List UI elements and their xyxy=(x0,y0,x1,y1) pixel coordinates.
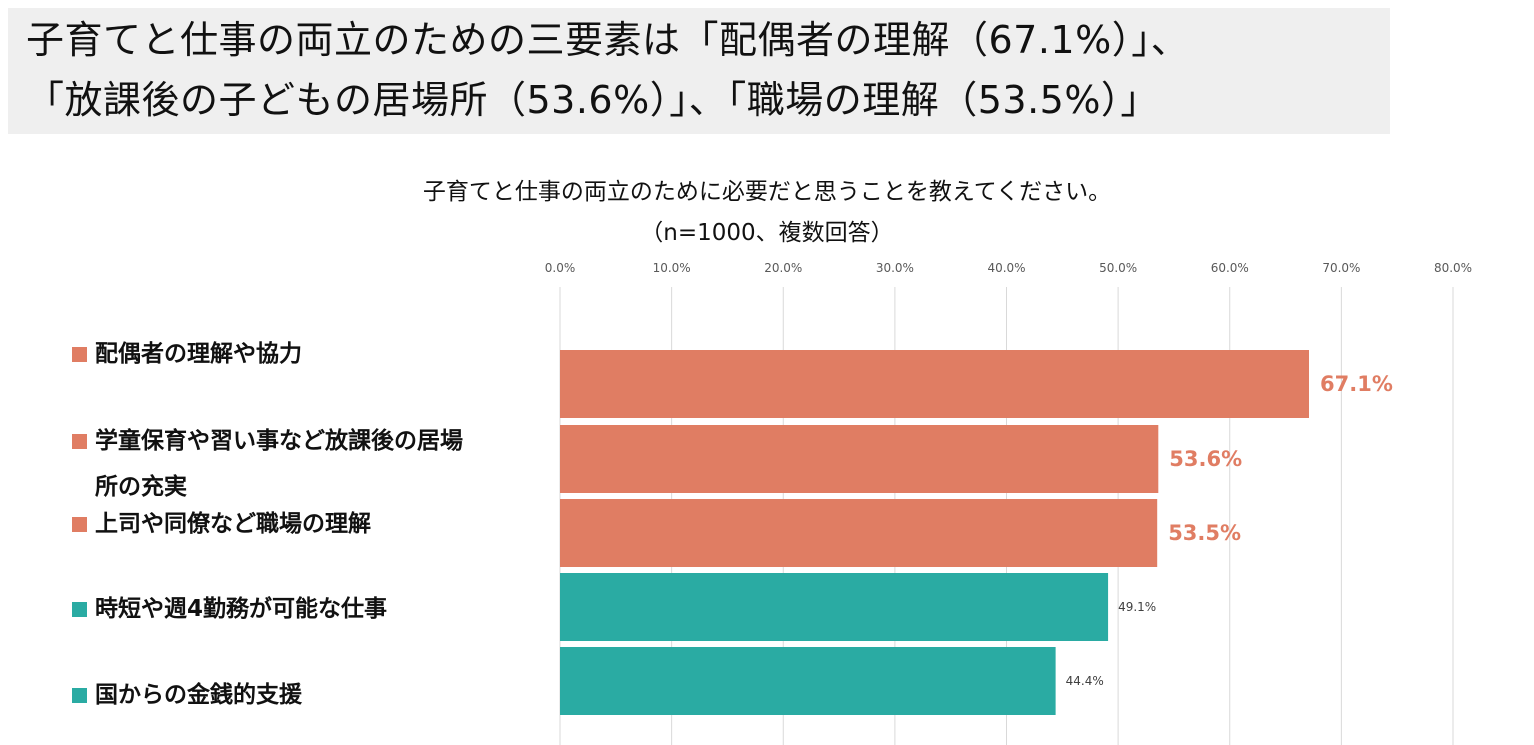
x-tick-label: 0.0% xyxy=(545,261,576,275)
bar xyxy=(560,499,1158,567)
x-tick-label: 50.0% xyxy=(1099,261,1137,275)
x-tick-label: 20.0% xyxy=(764,261,802,275)
category-label-text: 配偶者の理解や協力 xyxy=(95,341,302,367)
data-label: 44.4% xyxy=(1066,674,1104,688)
headline-banner: 子育てと仕事の両立のための三要素は「配偶者の理解（67.1%）」、 「放課後の子… xyxy=(8,8,1390,134)
category-label-text: 上司や同僚など職場の理解 xyxy=(95,511,371,537)
x-tick-label: 30.0% xyxy=(876,261,914,275)
category-label: 学童保育や習い事など放課後の居場所の充実 xyxy=(72,418,485,510)
headline-line-2: 「放課後の子どもの居場所（53.6%）」、「職場の理解（53.5%）」 xyxy=(26,78,1159,122)
legend-marker xyxy=(72,602,87,617)
legend-marker xyxy=(72,347,87,362)
x-tick-label: 40.0% xyxy=(987,261,1025,275)
category-label-text: 学童保育や習い事など放課後の居場所の充実 xyxy=(95,428,463,500)
legend-marker xyxy=(72,517,87,532)
category-label: 時短や週4勤務が可能な仕事 xyxy=(72,586,387,632)
chart-title: 子育てと仕事の両立のために必要だと思うことを教えてください。 xyxy=(422,179,1112,205)
data-label: 67.1% xyxy=(1320,372,1393,396)
headline-line-1: 子育てと仕事の両立のための三要素は「配偶者の理解（67.1%）」、 xyxy=(26,18,1190,62)
data-label: 53.6% xyxy=(1169,447,1242,471)
bar xyxy=(560,350,1310,418)
category-label: 上司や同僚など職場の理解 xyxy=(72,501,371,547)
x-tick-label: 80.0% xyxy=(1434,261,1472,275)
x-tick-label: 70.0% xyxy=(1322,261,1360,275)
category-label: 配偶者の理解や協力 xyxy=(72,331,302,377)
legend-marker xyxy=(72,688,87,703)
legend-marker xyxy=(72,434,87,449)
bar xyxy=(560,647,1056,715)
chart-subtitle: （n=1000、複数回答） xyxy=(640,220,894,246)
category-label-text: 時短や週4勤務が可能な仕事 xyxy=(95,596,388,622)
category-label-text: 国からの金銭的支援 xyxy=(95,682,302,708)
bar xyxy=(560,573,1109,641)
bar xyxy=(560,425,1159,493)
x-tick-label: 60.0% xyxy=(1211,261,1249,275)
data-label: 53.5% xyxy=(1168,521,1241,545)
x-tick-label: 10.0% xyxy=(653,261,691,275)
category-label: 国からの金銭的支援 xyxy=(72,672,302,718)
data-label: 49.1% xyxy=(1118,600,1156,614)
